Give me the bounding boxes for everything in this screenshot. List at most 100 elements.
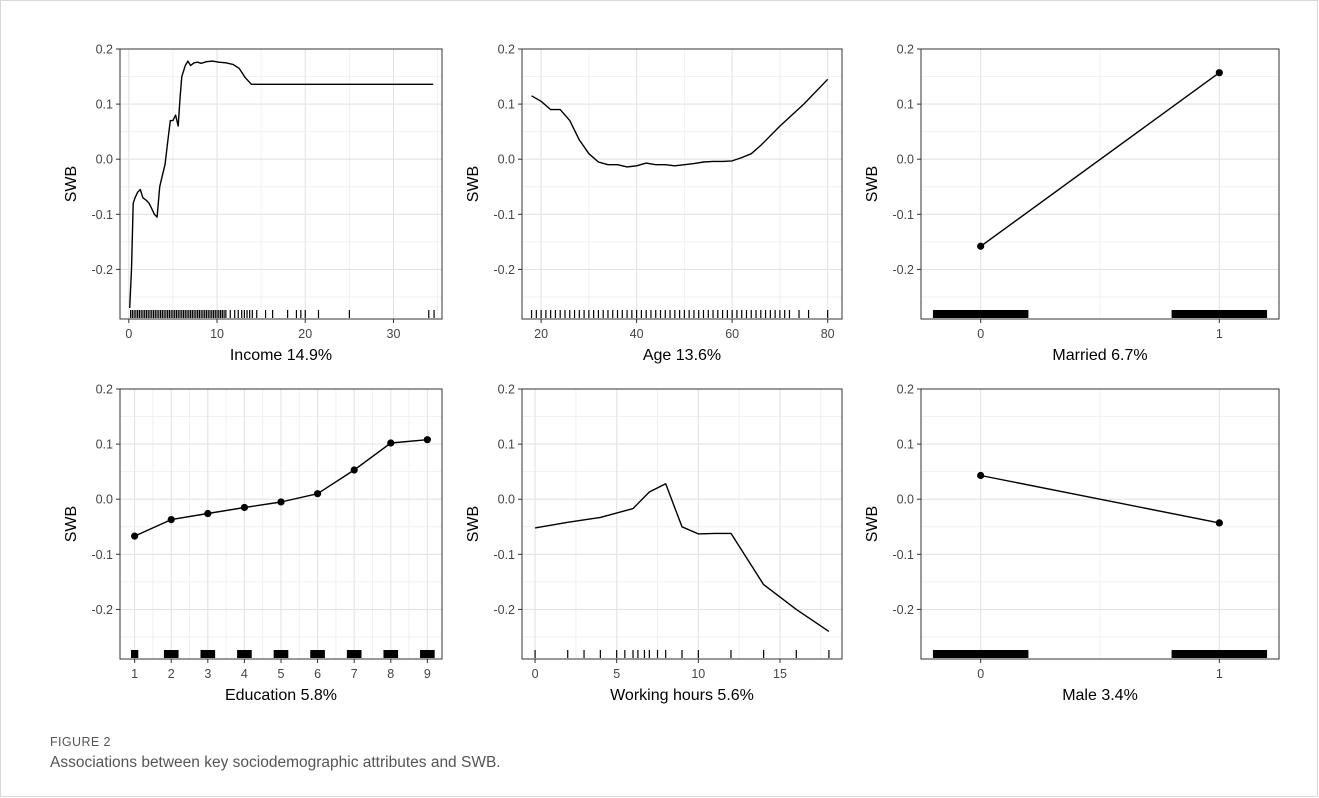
- x-tick-label: 5: [613, 667, 620, 681]
- series-line: [534, 483, 830, 632]
- x-tick-label: 0: [532, 667, 539, 681]
- data-point: [350, 466, 358, 474]
- rug-block: [273, 650, 289, 658]
- y-tick-label: 0.2: [897, 383, 914, 397]
- y-tick-label: 0.2: [897, 43, 914, 57]
- x-tick-label: 0: [977, 667, 984, 681]
- y-tick-label: -0.1: [91, 548, 113, 562]
- y-axis-title: SWB: [864, 166, 881, 202]
- x-tick-label: 0: [125, 327, 132, 341]
- y-tick-label: 0.2: [96, 383, 113, 397]
- data-point: [167, 515, 175, 524]
- y-tick-label: 0.0: [96, 493, 113, 507]
- y-tick-label: -0.2: [493, 603, 515, 617]
- x-axis-title: Age 13.6%: [643, 347, 721, 364]
- y-axis-title: SWB: [864, 506, 881, 542]
- y-axis-title: SWB: [465, 506, 482, 542]
- data-point: [1215, 519, 1223, 527]
- rug-block: [237, 650, 252, 658]
- series-line: [980, 72, 1220, 247]
- panel-border: [119, 48, 443, 320]
- y-tick-label: -0.1: [91, 208, 113, 222]
- x-tick-label: 20: [298, 327, 312, 341]
- y-tick-label: 0.1: [96, 438, 113, 452]
- y-tick-label: -0.2: [91, 263, 113, 277]
- figure-caption: Associations between key sociodemographi…: [50, 754, 501, 771]
- x-tick-label: 4: [241, 667, 248, 681]
- x-tick-label: 3: [204, 667, 211, 681]
- data-point: [977, 471, 985, 480]
- x-axis-title: Married 6.7%: [1052, 347, 1147, 364]
- rug-block: [1171, 650, 1268, 658]
- x-tick-label: 1: [1216, 667, 1223, 681]
- figure-caption-block: FIGURE 2 Associations between key sociod…: [50, 735, 1250, 772]
- x-tick-label: 2: [168, 667, 175, 681]
- y-tick-label: 0.0: [498, 153, 515, 167]
- chart-panel-5: -0.2 -0.1 0.0 0.1 0.2 0 5 10 15 Working hours 5.6…: [465, 383, 843, 704]
- rug-block: [310, 650, 325, 658]
- y-tick-label: 0.0: [897, 153, 914, 167]
- x-tick-label: 80: [821, 327, 835, 341]
- y-tick-label: 0.0: [96, 153, 113, 167]
- data-point: [204, 509, 212, 518]
- x-tick-label: 1: [1216, 327, 1223, 341]
- rug-block: [200, 650, 216, 658]
- y-tick-label: -0.1: [493, 208, 515, 222]
- rug-block: [346, 650, 362, 658]
- y-axis-title: SWB: [465, 166, 482, 202]
- x-tick-label: 15: [773, 667, 787, 681]
- x-tick-label: 7: [351, 667, 358, 681]
- figure-label: FIGURE 2: [50, 735, 111, 749]
- rug-block: [163, 650, 179, 658]
- data-point: [313, 490, 322, 498]
- rug-block: [1171, 310, 1268, 318]
- y-tick-label: -0.2: [892, 603, 914, 617]
- x-tick-label: 5: [278, 667, 285, 681]
- x-tick-label: 9: [424, 667, 431, 681]
- y-axis-title: SWB: [63, 506, 80, 542]
- plot-background: [522, 49, 842, 319]
- y-tick-label: 0.1: [498, 98, 515, 112]
- y-tick-label: 0.2: [498, 43, 515, 57]
- chart-panel-3: -0.2 -0.1 0.0 0.1 0.2 0 1 Married 6.7% SWB: [864, 43, 1280, 364]
- x-tick-label: 1: [131, 667, 138, 681]
- y-tick-label: 0.0: [498, 493, 515, 507]
- x-tick-label: 6: [314, 667, 321, 681]
- y-tick-label: 0.1: [498, 438, 515, 452]
- rug-block: [130, 650, 139, 658]
- x-axis-title: Education 5.8%: [225, 687, 337, 704]
- x-axis-title: Male 3.4%: [1062, 687, 1138, 704]
- rug-block: [420, 650, 435, 658]
- y-tick-label: -0.2: [91, 603, 113, 617]
- chart-panel-4: -0.2 -0.1 0.0 0.1 0.2 1 2 3 4 5 6 7 8 9 Education 5.8%…: [63, 383, 443, 704]
- x-axis-title: Working hours 5.6%: [610, 687, 754, 704]
- series-line: [980, 474, 1220, 524]
- data-point: [423, 436, 431, 444]
- rug-block: [932, 310, 1029, 318]
- plot-background: [120, 49, 442, 319]
- x-tick-label: 40: [630, 327, 644, 341]
- data-point: [387, 439, 395, 447]
- y-tick-label: 0.2: [96, 43, 113, 57]
- y-tick-label: 0.0: [897, 493, 914, 507]
- x-tick-label: 8: [387, 667, 394, 681]
- y-tick-label: -0.2: [892, 263, 914, 277]
- x-tick-label: 10: [691, 667, 705, 681]
- series-line: [531, 78, 829, 168]
- data-point: [131, 532, 139, 540]
- data-point: [977, 242, 985, 250]
- rug-block: [383, 650, 399, 658]
- x-tick-label: 10: [210, 327, 224, 341]
- plot-background: [522, 389, 842, 659]
- chart-panel-6: -0.2 -0.1 0.0 0.1 0.2 0 1 Male 3.4% SWB: [864, 383, 1280, 704]
- y-tick-label: 0.1: [897, 98, 914, 112]
- data-point: [277, 498, 285, 506]
- y-tick-label: -0.1: [892, 208, 914, 222]
- panel-border: [920, 388, 1280, 660]
- rug-block: [932, 650, 1029, 658]
- y-tick-label: 0.2: [498, 383, 515, 397]
- x-tick-label: 20: [534, 327, 548, 341]
- x-tick-label: 0: [977, 327, 984, 341]
